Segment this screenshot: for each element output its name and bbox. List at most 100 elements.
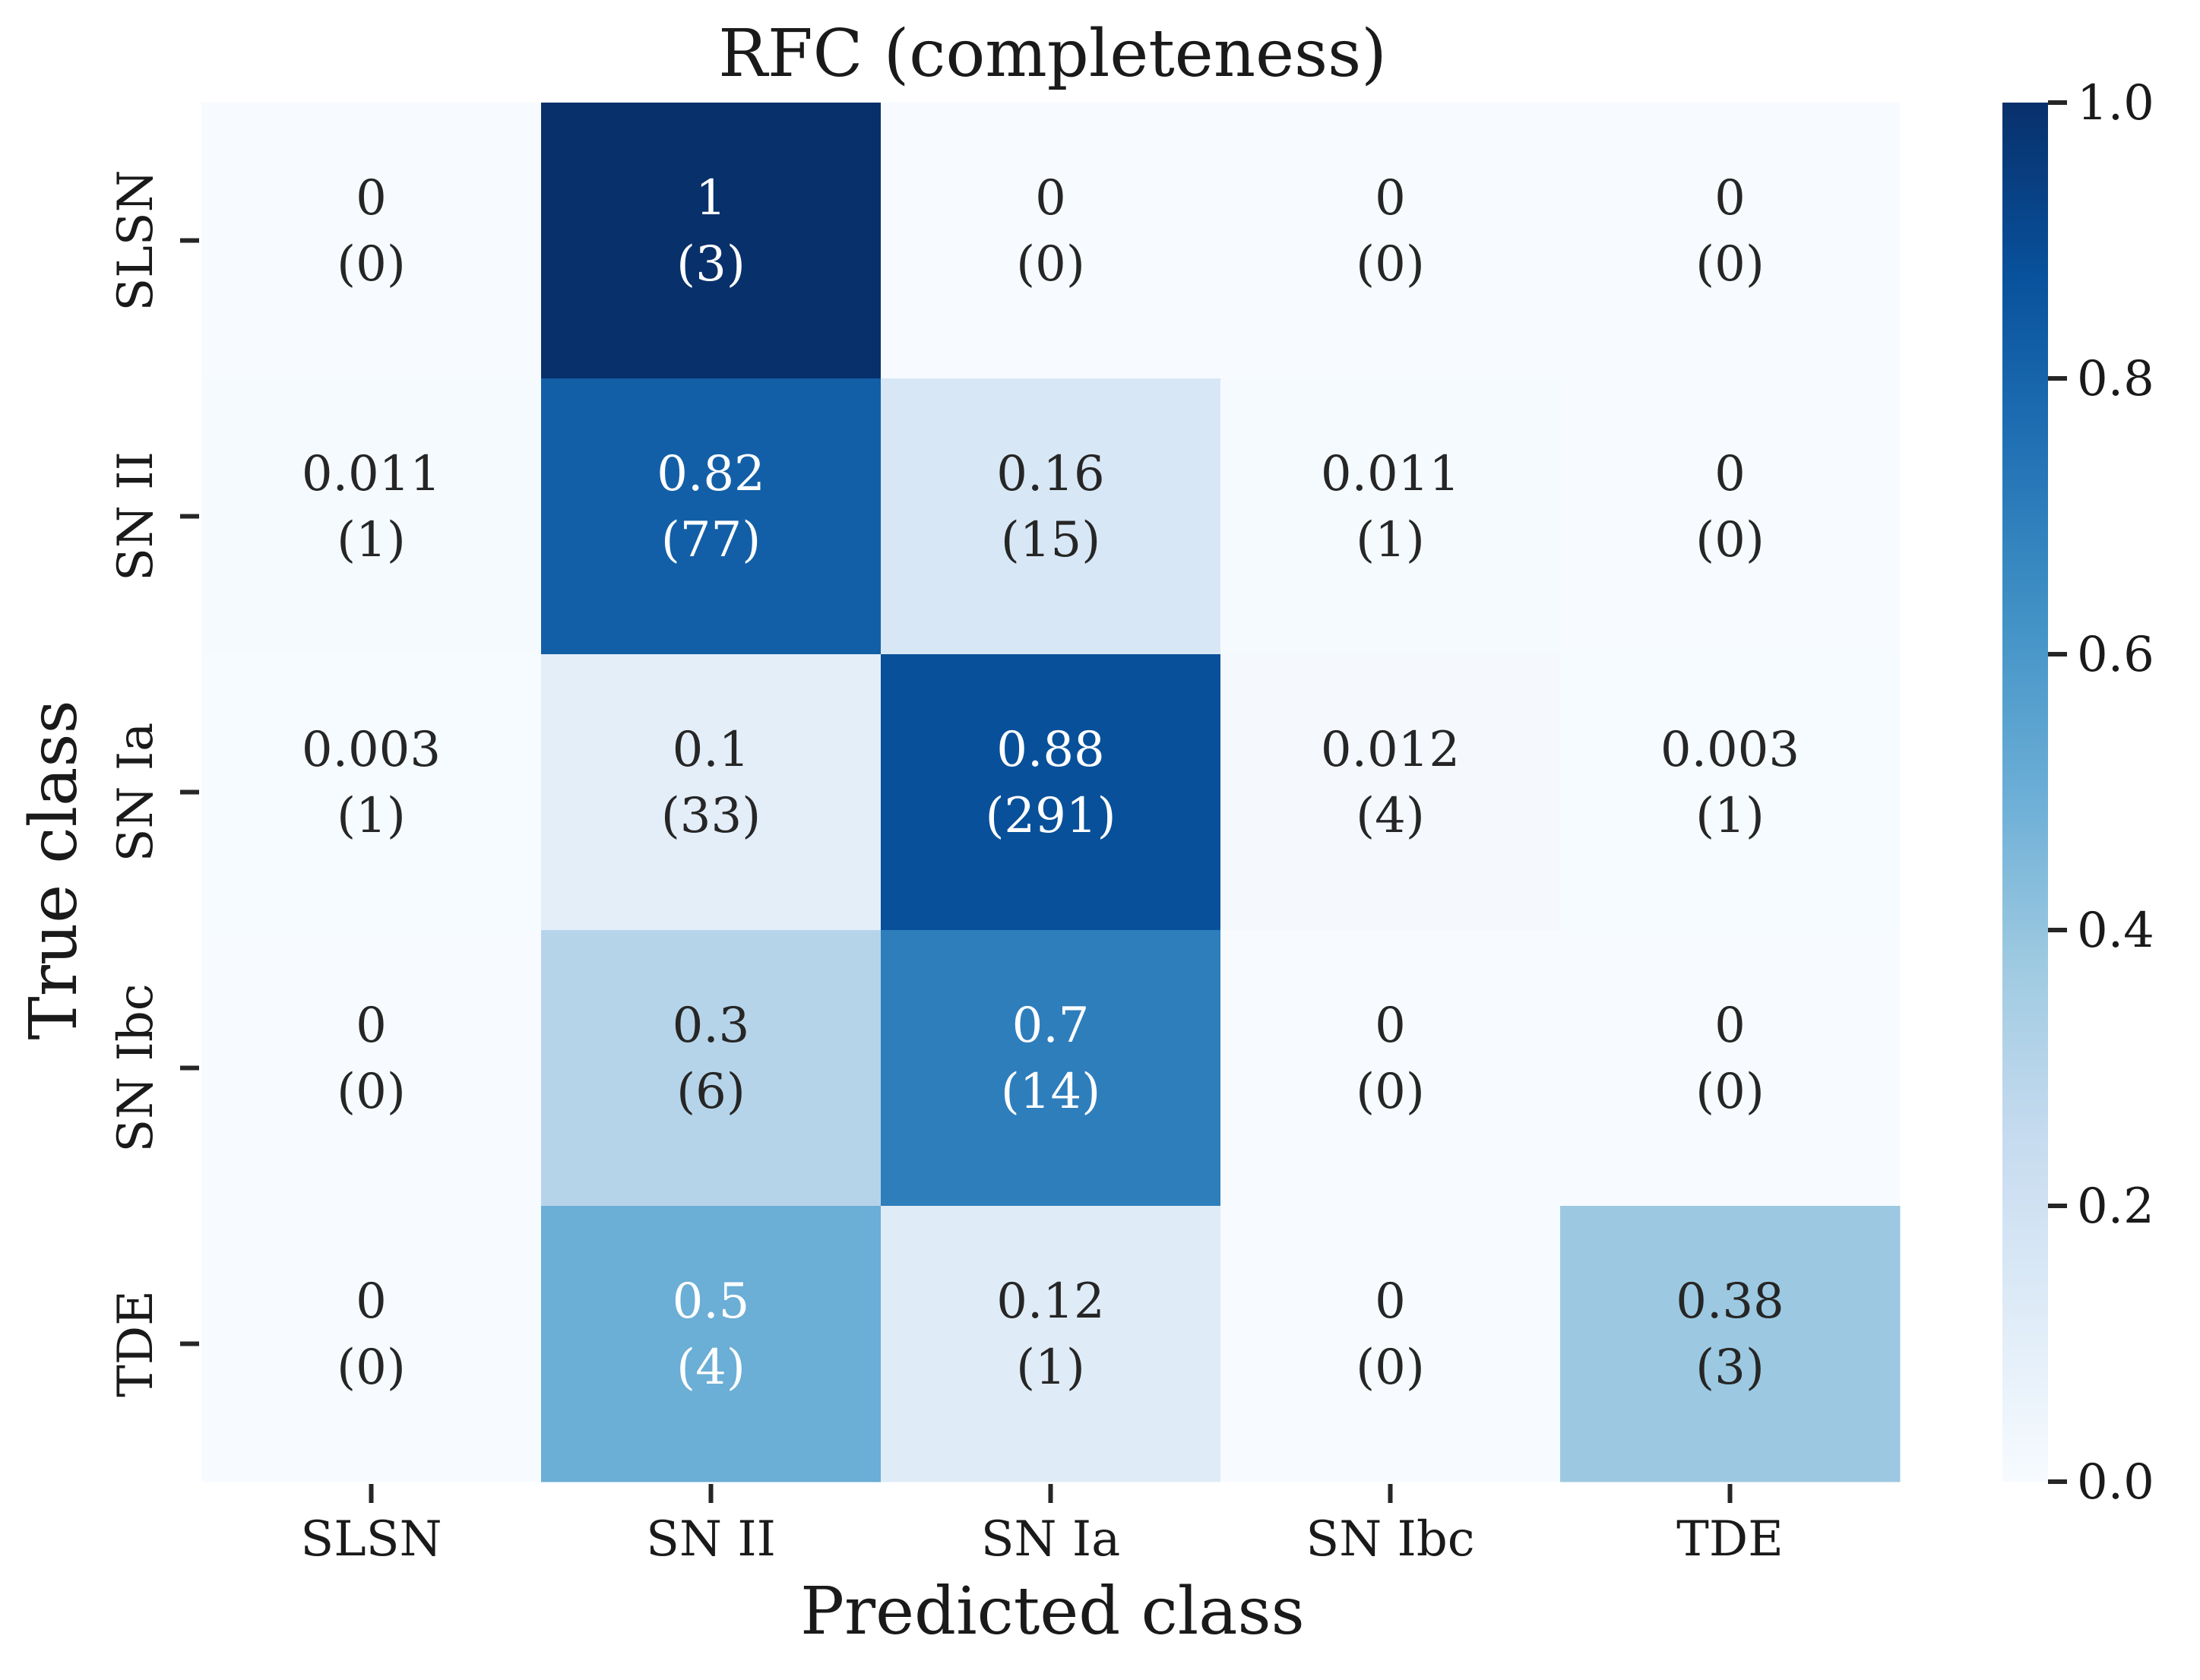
heatmap-cell	[1220, 378, 1561, 655]
cell-count-label: (0)	[1695, 1064, 1765, 1120]
heatmap-cell	[881, 1206, 1221, 1482]
heatmap-cell	[1220, 103, 1561, 379]
heatmap-cells: 0 (0) 1 (3) 0 (0) 0 (0) 0 (0) 0.011 (1) 0.82 (77) 0.16…	[201, 103, 1901, 1482]
cell-count-label: (0)	[1695, 236, 1765, 293]
heatmap-cell	[541, 378, 882, 655]
colorbar-tick-label: 0.8	[2077, 351, 2154, 407]
cell-count-label: (15)	[1001, 512, 1100, 568]
cell-count-label: (1)	[337, 512, 406, 568]
cell-count-label: (0)	[1356, 1340, 1425, 1396]
cell-count-label: (0)	[1016, 236, 1085, 293]
cell-count-label: (4)	[676, 1340, 745, 1396]
x-axis-label: Predicted class	[800, 1574, 1305, 1650]
heatmap-cell	[541, 1206, 882, 1482]
cell-value-label: 0	[1714, 170, 1746, 226]
x-tick-labels: SLSN SN II SN Ia SN Ibc TDE	[300, 1484, 1784, 1568]
chart-title: RFC (completeness)	[718, 16, 1387, 92]
heatmap-cell	[1220, 930, 1561, 1207]
colorbar-ticks: 0.0 0.2 0.4 0.6 0.8 1.0	[2048, 75, 2154, 1511]
x-tick-label: SLSN	[300, 1511, 442, 1568]
colorbar-tick-label: 0.0	[2077, 1454, 2154, 1511]
y-tick-labels: SLSN SN II SN Ia SN Ibc TDE	[108, 169, 199, 1397]
cell-value-label: 0	[1375, 170, 1406, 226]
heatmap-cell	[541, 930, 882, 1207]
colorbar	[2002, 103, 2048, 1482]
heatmap-cell	[201, 378, 542, 655]
cell-value-label: 0.7	[1012, 998, 1090, 1054]
cell-count-label: (0)	[337, 1340, 406, 1396]
cell-count-label: (1)	[1695, 788, 1765, 844]
cell-count-label: (3)	[1695, 1340, 1765, 1396]
y-tick-label: SN Ibc	[108, 983, 164, 1152]
cell-value-label: 0	[1714, 998, 1746, 1054]
heatmap-cell	[1560, 103, 1901, 379]
cell-count-label: (3)	[676, 236, 745, 293]
heatmap-cell	[1560, 1206, 1901, 1482]
colorbar-tick-label: 0.6	[2077, 627, 2154, 683]
cell-count-label: (33)	[661, 788, 761, 844]
cell-value-label: 0.5	[673, 1273, 750, 1330]
cell-count-label: (1)	[1356, 512, 1425, 568]
cell-count-label: (0)	[1695, 512, 1765, 568]
cell-count-label: (77)	[661, 512, 761, 568]
heatmap-cell	[881, 930, 1221, 1207]
x-tick-label: SN II	[646, 1511, 776, 1568]
cell-value-label: 0.38	[1676, 1273, 1784, 1330]
cell-count-label: (1)	[337, 788, 406, 844]
cell-count-label: (0)	[337, 236, 406, 293]
x-tick-label: SN Ibc	[1306, 1511, 1474, 1568]
y-axis-label: True class	[16, 700, 92, 1039]
heatmap-cell	[1220, 654, 1561, 931]
cell-value-label: 0	[1375, 998, 1406, 1054]
cell-value-label: 0	[1714, 446, 1746, 502]
heatmap-cell	[541, 103, 882, 379]
cell-value-label: 0	[356, 1273, 387, 1330]
heatmap-cell	[201, 103, 542, 379]
cell-value-label: 0.82	[657, 446, 765, 502]
cell-value-label: 0.003	[302, 722, 441, 778]
cell-value-label: 0.1	[673, 722, 750, 778]
heatmap-cell	[1560, 654, 1901, 931]
y-tick-label: SLSN	[108, 169, 164, 311]
x-tick-label: SN Ia	[981, 1511, 1121, 1568]
cell-count-label: (291)	[985, 788, 1116, 844]
cell-value-label: 0.12	[996, 1273, 1105, 1330]
y-tick-label: SN II	[108, 451, 164, 581]
cell-count-label: (1)	[1016, 1340, 1085, 1396]
heatmap-cell	[881, 103, 1221, 379]
y-tick-label: SN Ia	[108, 723, 164, 862]
colorbar-tick-label: 0.4	[2077, 903, 2154, 959]
heatmap-cell	[1220, 1206, 1561, 1482]
cell-count-label: (0)	[1356, 1064, 1425, 1120]
y-tick-label: TDE	[108, 1290, 164, 1397]
heatmap-cell	[201, 930, 542, 1207]
heatmap-cell	[1560, 930, 1901, 1207]
cell-value-label: 0.011	[1321, 446, 1460, 502]
heatmap-cell	[881, 378, 1221, 655]
cell-count-label: (0)	[337, 1064, 406, 1120]
x-tick-label: TDE	[1676, 1511, 1784, 1568]
cell-value-label: 0	[1375, 1273, 1406, 1330]
cell-count-label: (4)	[1356, 788, 1425, 844]
cell-value-label: 1	[695, 170, 726, 226]
heatmap-cell	[1560, 378, 1901, 655]
cell-value-label: 0.16	[996, 446, 1105, 502]
cell-count-label: (14)	[1001, 1064, 1100, 1120]
cell-value-label: 0.003	[1660, 722, 1800, 778]
colorbar-tick-label: 0.2	[2077, 1179, 2154, 1235]
heatmap-cell	[881, 654, 1221, 931]
cell-value-label: 0	[356, 998, 387, 1054]
heatmap-cell	[541, 654, 882, 931]
cell-count-label: (6)	[676, 1064, 745, 1120]
heatmap-cell	[201, 654, 542, 931]
cell-count-label: (0)	[1356, 236, 1425, 293]
heatmap-cell	[201, 1206, 542, 1482]
cell-value-label: 0.012	[1321, 722, 1460, 778]
colorbar-tick-label: 1.0	[2077, 75, 2154, 131]
cell-value-label: 0	[356, 170, 387, 226]
cell-value-label: 0	[1035, 170, 1066, 226]
cell-value-label: 0.88	[996, 722, 1105, 778]
cell-value-label: 0.011	[302, 446, 441, 502]
cell-value-label: 0.3	[673, 998, 750, 1054]
